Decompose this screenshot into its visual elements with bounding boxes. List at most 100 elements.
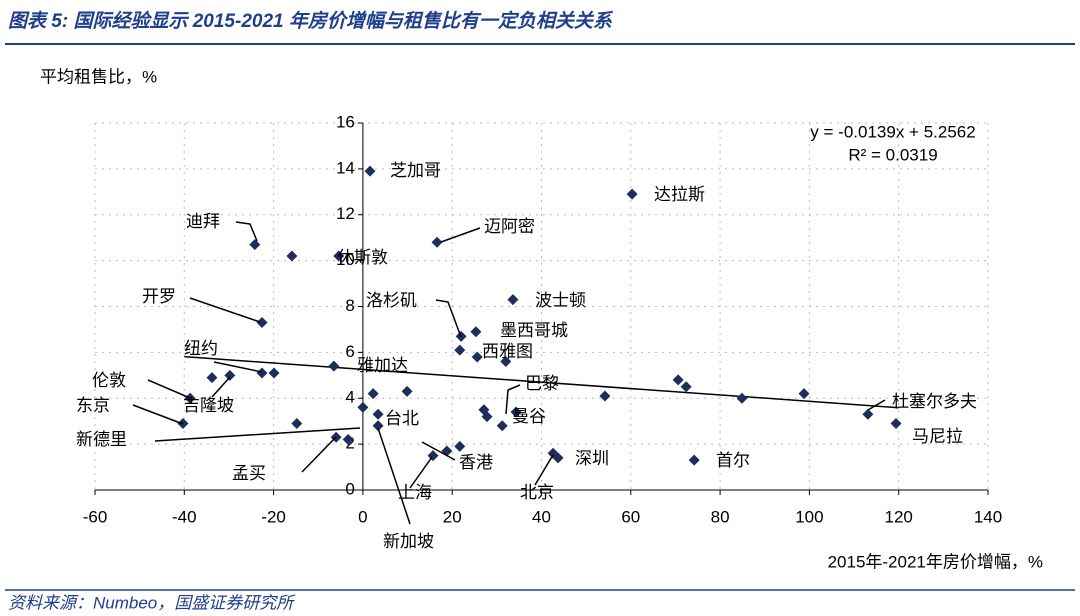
point	[256, 367, 268, 379]
point-label: 洛杉矶	[366, 291, 417, 310]
point	[372, 420, 384, 432]
point	[364, 165, 376, 177]
point	[496, 420, 508, 432]
point	[736, 392, 748, 404]
x-tick-label: 140	[974, 507, 1002, 526]
y-tick-label: 16	[336, 112, 355, 131]
y-tick-label: 4	[345, 388, 354, 407]
point-label: 孟买	[232, 464, 266, 483]
point	[688, 454, 700, 466]
point-label: 芝加哥	[390, 161, 441, 180]
point	[333, 250, 345, 262]
leader-line	[409, 456, 433, 489]
leader-line	[154, 427, 361, 442]
point	[357, 401, 369, 413]
leader-line	[377, 427, 411, 525]
point	[268, 367, 280, 379]
point-label: 达拉斯	[654, 185, 705, 204]
point	[431, 236, 443, 248]
point-label: 西雅图	[482, 342, 533, 361]
point-label: 纽约	[184, 339, 218, 358]
point-label: 雅加达	[357, 356, 408, 375]
point-label: 首尔	[716, 451, 750, 470]
point-label: 开罗	[142, 287, 176, 306]
footer-source: 资料来源：Numbeo，国盛证券研究所	[8, 593, 296, 612]
point-label: 北京	[520, 483, 554, 502]
point-label: 台北	[385, 409, 419, 428]
point	[626, 188, 638, 200]
x-tick-label: 40	[532, 507, 551, 526]
x-tick-label: 120	[885, 507, 913, 526]
point	[510, 406, 522, 418]
x-tick-label: -40	[172, 507, 197, 526]
point-label: 迪拜	[186, 212, 220, 231]
point	[798, 388, 810, 400]
point	[401, 385, 413, 397]
point	[890, 417, 902, 429]
trendline	[184, 355, 899, 409]
y-tick-label: 12	[336, 204, 355, 223]
point	[552, 452, 564, 464]
leader-line	[132, 404, 184, 425]
point	[680, 381, 692, 393]
x-tick-label: -20	[261, 507, 286, 526]
leader-line	[211, 376, 231, 398]
y-tick-label: 14	[336, 158, 355, 177]
point-label: 巴黎	[525, 374, 559, 393]
point	[328, 360, 340, 372]
x-tick-label: 80	[711, 507, 730, 526]
equation: y = -0.0139x + 5.2562	[810, 122, 975, 141]
header-title: 图表 5: 国际经验显示 2015-2021 年房价增幅与租售比有一定负相关关系	[8, 10, 614, 32]
point	[291, 417, 303, 429]
point	[367, 388, 379, 400]
y-tick-label: 2	[345, 434, 354, 453]
y-tick-label: 8	[345, 296, 354, 315]
point-label: 深圳	[575, 449, 609, 468]
leader-line	[301, 436, 337, 473]
point	[862, 408, 874, 420]
point	[454, 440, 466, 452]
point	[427, 450, 439, 462]
point-label: 新加坡	[383, 532, 434, 551]
point-label: 上海	[398, 483, 432, 502]
r-squared: R² = 0.0319	[848, 145, 937, 164]
point-label: 吉隆坡	[183, 396, 234, 415]
x-tick-label: -60	[83, 507, 108, 526]
point-label: 东京	[76, 396, 110, 415]
point-label: 伦敦	[92, 371, 126, 390]
leader-line	[421, 441, 456, 461]
leader-line	[189, 297, 261, 323]
point	[342, 434, 354, 446]
point	[224, 369, 236, 381]
leader-line	[440, 227, 481, 243]
point	[507, 294, 519, 306]
y-tick-label: 0	[345, 479, 354, 498]
point	[249, 239, 261, 251]
leader-line	[235, 221, 258, 242]
point-label: 马尼拉	[912, 427, 963, 446]
point-label: 休斯敦	[337, 248, 388, 267]
point	[599, 390, 611, 402]
point-label: 新德里	[76, 430, 127, 449]
leader-line	[534, 454, 554, 486]
point	[206, 372, 218, 384]
leader-line	[867, 399, 886, 411]
point	[372, 408, 384, 420]
leader-line	[435, 299, 462, 338]
point-label: 杜塞尔多夫	[892, 392, 977, 411]
point	[184, 392, 196, 404]
point	[256, 317, 268, 329]
point-label: 墨西哥城	[500, 321, 568, 340]
x-tick-label: 60	[621, 507, 640, 526]
point-label: 波士顿	[535, 291, 586, 310]
point	[286, 250, 298, 262]
leader-line	[505, 384, 521, 415]
point-label: 迈阿密	[484, 217, 535, 236]
x-tick-label: 0	[358, 507, 367, 526]
point	[672, 374, 684, 386]
point	[470, 326, 482, 338]
point-label: 香港	[459, 453, 493, 472]
point-label: 曼谷	[512, 407, 546, 426]
leader-line	[147, 379, 191, 399]
x-axis-label: 2015年-2021年房价增幅，%	[828, 552, 1043, 571]
